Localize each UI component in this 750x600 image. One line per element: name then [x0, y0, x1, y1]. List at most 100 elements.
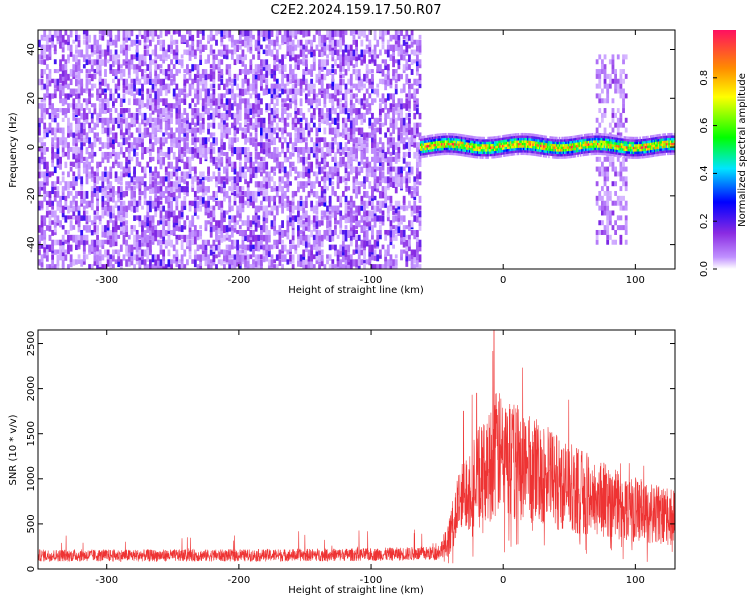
heatmap-cell	[201, 254, 205, 261]
heatmap-cell	[112, 117, 115, 125]
heatmap-cell	[336, 30, 340, 37]
heatmap-cell	[209, 249, 213, 256]
heatmap-cell	[138, 190, 142, 196]
heatmap-cell	[85, 161, 89, 168]
heatmap-cell	[125, 147, 129, 153]
heatmap-cell	[127, 249, 131, 257]
heatmap-cell	[67, 108, 70, 114]
heatmap-cell	[347, 147, 351, 152]
heatmap-cell	[339, 200, 343, 208]
heatmap-cell	[611, 59, 615, 65]
heatmap-cell	[127, 234, 131, 240]
heatmap-cell	[43, 108, 47, 113]
heatmap-cell	[61, 147, 65, 153]
heatmap-cell	[236, 181, 240, 186]
heatmap-cell	[191, 49, 195, 57]
heatmap-cell	[323, 103, 327, 108]
heatmap-cell	[151, 98, 155, 103]
heatmap-cell	[373, 264, 377, 269]
heatmap-cell	[85, 210, 89, 215]
heatmap-cell	[355, 73, 358, 81]
heatmap-cell	[611, 239, 615, 245]
heatmap-cell	[397, 49, 401, 57]
heatmap-cell	[59, 249, 62, 255]
heatmap-cell	[175, 83, 179, 90]
heatmap-cell	[336, 127, 340, 134]
heatmap-cell	[106, 190, 110, 196]
heatmap-cell	[146, 127, 150, 135]
heatmap-cell	[175, 137, 179, 144]
heatmap-cell	[101, 210, 105, 219]
heatmap-cell	[149, 112, 152, 121]
heatmap-cell	[304, 30, 308, 37]
heatmap-cell	[183, 122, 187, 129]
heatmap-cell	[318, 108, 321, 115]
heatmap-cell	[357, 171, 361, 176]
heatmap-cell	[130, 147, 134, 152]
heatmap-cell	[443, 140, 446, 143]
heatmap-cell	[394, 73, 398, 79]
heatmap-cell	[146, 147, 150, 154]
heatmap-cell	[149, 176, 152, 185]
heatmap-cell	[606, 166, 610, 172]
heatmap-cell	[283, 88, 287, 94]
heatmap-cell	[438, 138, 441, 141]
heatmap-cell	[201, 103, 205, 111]
heatmap-cell	[462, 141, 464, 145]
heatmap-cell	[209, 205, 213, 210]
heatmap-cell	[368, 171, 372, 177]
heatmap-cell	[167, 108, 171, 115]
heatmap-cell	[72, 186, 76, 191]
heatmap-cell	[252, 249, 255, 258]
heatmap-cell	[209, 30, 213, 38]
heatmap-cell	[310, 64, 314, 70]
heatmap-cell	[56, 137, 60, 144]
heatmap-cell	[326, 112, 329, 118]
heatmap-cell	[262, 195, 266, 202]
heatmap-cell	[434, 150, 437, 154]
heatmap-cell	[410, 30, 414, 36]
heatmap-cell	[312, 98, 316, 104]
heatmap-cell	[164, 88, 168, 96]
heatmap-cell	[289, 239, 292, 245]
heatmap-cell	[40, 142, 44, 148]
heatmap-cell	[446, 140, 448, 143]
heatmap-cell	[254, 220, 258, 227]
heatmap-cell	[88, 122, 92, 129]
heatmap-cell	[294, 103, 298, 112]
heatmap-cell	[88, 93, 92, 101]
heatmap-cell	[82, 112, 86, 120]
heatmap-cell	[51, 137, 55, 145]
heatmap-cell	[286, 215, 290, 221]
heatmap-cell	[304, 137, 308, 142]
heatmap-cell	[241, 249, 245, 254]
heatmap-cell	[127, 59, 131, 65]
heatmap-cell	[275, 88, 279, 96]
heatmap-cell	[230, 88, 234, 94]
heatmap-cell	[188, 205, 192, 212]
heatmap-cell	[180, 112, 184, 120]
heatmap-cell	[183, 147, 187, 152]
heatmap-cell	[223, 117, 226, 125]
heatmap-cell	[254, 132, 258, 139]
heatmap-cell	[283, 156, 287, 163]
heatmap-cell	[392, 49, 395, 57]
heatmap-cell	[72, 195, 76, 203]
heatmap-cell	[114, 117, 118, 124]
heatmap-cell	[96, 229, 99, 235]
heatmap-cell	[85, 117, 89, 125]
heatmap-cell	[220, 156, 224, 163]
heatmap-cell	[127, 73, 131, 79]
heatmap-cell	[368, 239, 372, 246]
heatmap-cell	[331, 186, 335, 192]
heatmap-cell	[204, 83, 208, 89]
heatmap-cell	[302, 200, 306, 208]
heatmap-cell	[51, 117, 55, 123]
heatmap-cell	[273, 137, 277, 146]
heatmap-cell	[72, 98, 76, 104]
heatmap-cell	[454, 133, 456, 136]
heatmap-cell	[178, 264, 181, 269]
heatmap-cell	[328, 220, 332, 227]
heatmap-cell	[352, 127, 356, 135]
heatmap-cell	[397, 98, 401, 105]
